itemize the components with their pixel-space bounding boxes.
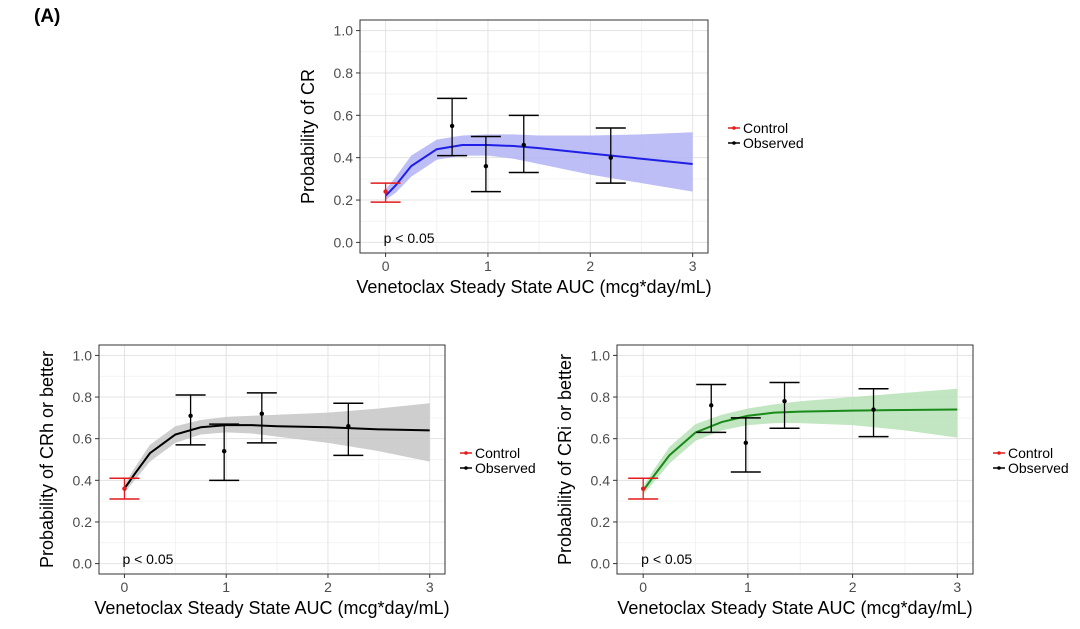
plot-border <box>616 344 974 575</box>
legend-swatch-point <box>732 141 736 145</box>
y-tick-label: 0.2 <box>334 192 354 208</box>
y-tick-label: 0.8 <box>591 389 611 405</box>
legend-label: Control <box>743 120 788 136</box>
model-line <box>642 408 958 492</box>
legend-label: Control <box>475 445 520 461</box>
observed-point <box>521 142 526 148</box>
observed-point <box>259 411 265 416</box>
y-tick-label: 0.4 <box>591 472 611 488</box>
x-tick-label: 1 <box>222 579 230 595</box>
x-tick-label: 3 <box>426 579 434 595</box>
y-tick-label: 0.4 <box>73 472 93 488</box>
y-tick-label: 0.6 <box>334 107 354 123</box>
legend-swatch-point <box>997 466 1001 470</box>
x-tick-label: 3 <box>953 579 961 595</box>
x-axis-title: Venetoclax Steady State AUC (mcg*day/mL) <box>94 598 449 618</box>
y-tick-label: 0.6 <box>591 431 611 447</box>
panel-letter: (A) <box>34 6 61 27</box>
control-point <box>383 189 388 194</box>
model-line <box>384 143 693 197</box>
observed-point <box>221 448 227 454</box>
confidence-band <box>643 388 958 495</box>
control-point <box>640 486 646 491</box>
model-line <box>123 424 430 490</box>
x-tick-label: 0 <box>382 258 390 274</box>
legend-swatch-point <box>464 466 468 470</box>
x-axis-title: Venetoclax Steady State AUC (mcg*day/mL) <box>356 277 711 297</box>
y-tick-label: 0.0 <box>334 234 354 250</box>
y-tick-label: 1.0 <box>591 347 611 363</box>
x-tick-label: 3 <box>689 258 697 274</box>
y-tick-label: 0.0 <box>73 556 93 572</box>
p-value-annotation: p < 0.05 <box>384 230 435 246</box>
x-tick-label: 0 <box>121 579 129 595</box>
x-tick-label: 2 <box>849 579 857 595</box>
observed-point <box>449 123 455 129</box>
observed-point <box>188 413 193 418</box>
y-tick-label: 0.2 <box>73 514 93 530</box>
observed-point <box>608 155 613 160</box>
legend-label: Observed <box>743 135 804 151</box>
x-tick-label: 1 <box>744 579 752 595</box>
y-axis-title: Probability of CR <box>298 69 318 204</box>
y-tick-label: 0.4 <box>334 150 354 166</box>
observed-point <box>709 403 714 408</box>
x-tick-label: 2 <box>324 579 332 595</box>
control-point <box>122 486 127 491</box>
legend-label: Observed <box>475 460 536 476</box>
y-tick-label: 0.8 <box>334 65 354 81</box>
legend-label: Control <box>1008 445 1053 461</box>
y-tick-label: 1.0 <box>73 347 93 363</box>
confidence-band <box>385 132 693 201</box>
legend-label: Observed <box>1008 460 1069 476</box>
observed-point <box>871 407 876 412</box>
y-tick-label: 0.0 <box>591 556 611 572</box>
plot-border <box>359 19 709 254</box>
y-tick-label: 1.0 <box>334 23 354 39</box>
y-tick-label: 0.6 <box>73 431 93 447</box>
p-value-annotation: p < 0.05 <box>641 551 692 567</box>
legend-swatch-point <box>997 451 1001 455</box>
y-tick-label: 0.8 <box>73 389 93 405</box>
x-tick-label: 1 <box>484 258 492 274</box>
x-axis-title: Venetoclax Steady State AUC (mcg*day/mL) <box>617 598 972 618</box>
observed-point <box>483 163 489 169</box>
p-value-annotation: p < 0.05 <box>122 551 173 567</box>
observed-point <box>346 423 351 429</box>
observed-point <box>782 399 787 404</box>
y-axis-title: Probability of CRi or better <box>555 354 575 565</box>
plot-border <box>98 344 446 575</box>
cr-probability-chart: 0 1 2 3 0.0 0.2 0.4 0.6 0.8 1.0 Venetoclax Steady … <box>298 19 804 297</box>
observed-point <box>743 440 748 446</box>
y-axis-title: Probability of CRh or better <box>37 351 57 568</box>
confidence-band <box>124 403 430 493</box>
y-tick-label: 0.2 <box>591 514 611 530</box>
legend-swatch-point <box>464 451 468 455</box>
cri-probability-chart: 0 1 2 3 0.0 0.2 0.4 0.6 0.8 1.0 Venetoclax Steady … <box>555 344 1069 618</box>
crh-probability-chart: 0 1 2 3 0.0 0.2 0.4 0.6 0.8 1.0 Venetoclax Steady … <box>37 344 536 618</box>
x-tick-label: 0 <box>639 579 647 595</box>
legend-swatch-point <box>732 126 736 130</box>
x-tick-label: 2 <box>586 258 594 274</box>
